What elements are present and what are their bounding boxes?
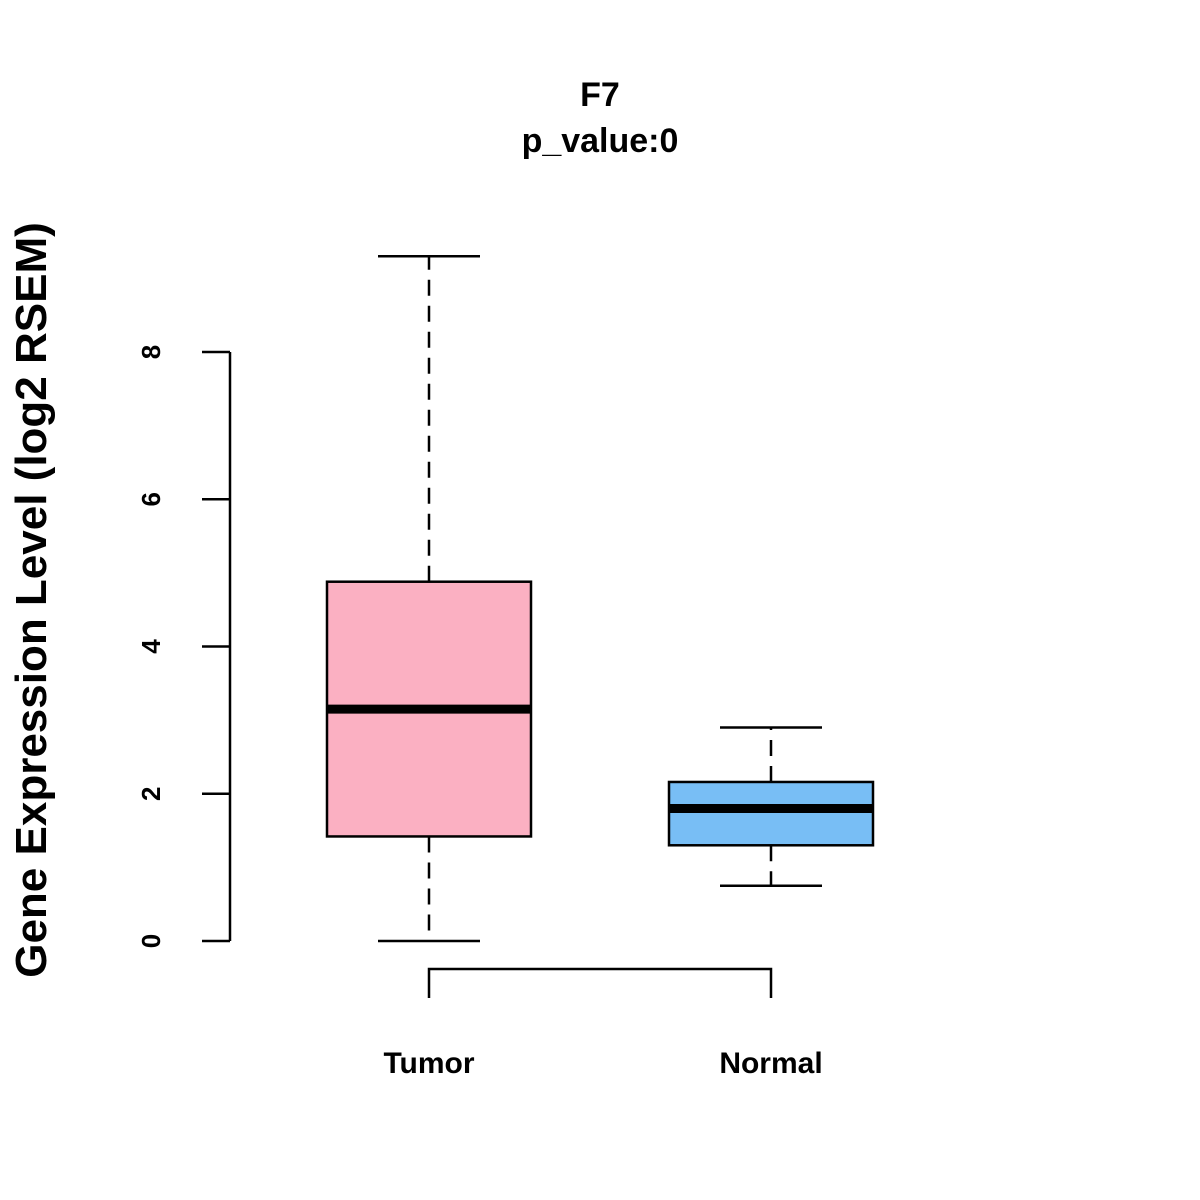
y-tick-label-4: 4 xyxy=(136,639,166,654)
box-tumor xyxy=(325,255,533,943)
y-tick-label-8: 8 xyxy=(136,345,166,359)
group-bracket xyxy=(427,967,773,998)
category-labels: Tumor Normal xyxy=(383,1047,822,1080)
y-tick-label-0: 0 xyxy=(136,934,166,948)
category-label-tumor: Tumor xyxy=(383,1047,474,1080)
boxes-group xyxy=(325,255,875,943)
chart-subtitle: p_value:0 xyxy=(522,122,679,160)
y-axis-label: Gene Expression Level (log2 RSEM) xyxy=(7,222,56,978)
box-normal xyxy=(667,726,875,888)
chart-title: F7 xyxy=(580,76,620,114)
y-axis: 0 2 4 6 8 xyxy=(136,345,232,948)
y-tick-label-6: 6 xyxy=(136,492,166,506)
iqr-box xyxy=(667,780,875,847)
bracket-line xyxy=(427,967,773,998)
y-tick-label-2: 2 xyxy=(136,787,166,801)
category-label-normal: Normal xyxy=(719,1047,822,1080)
